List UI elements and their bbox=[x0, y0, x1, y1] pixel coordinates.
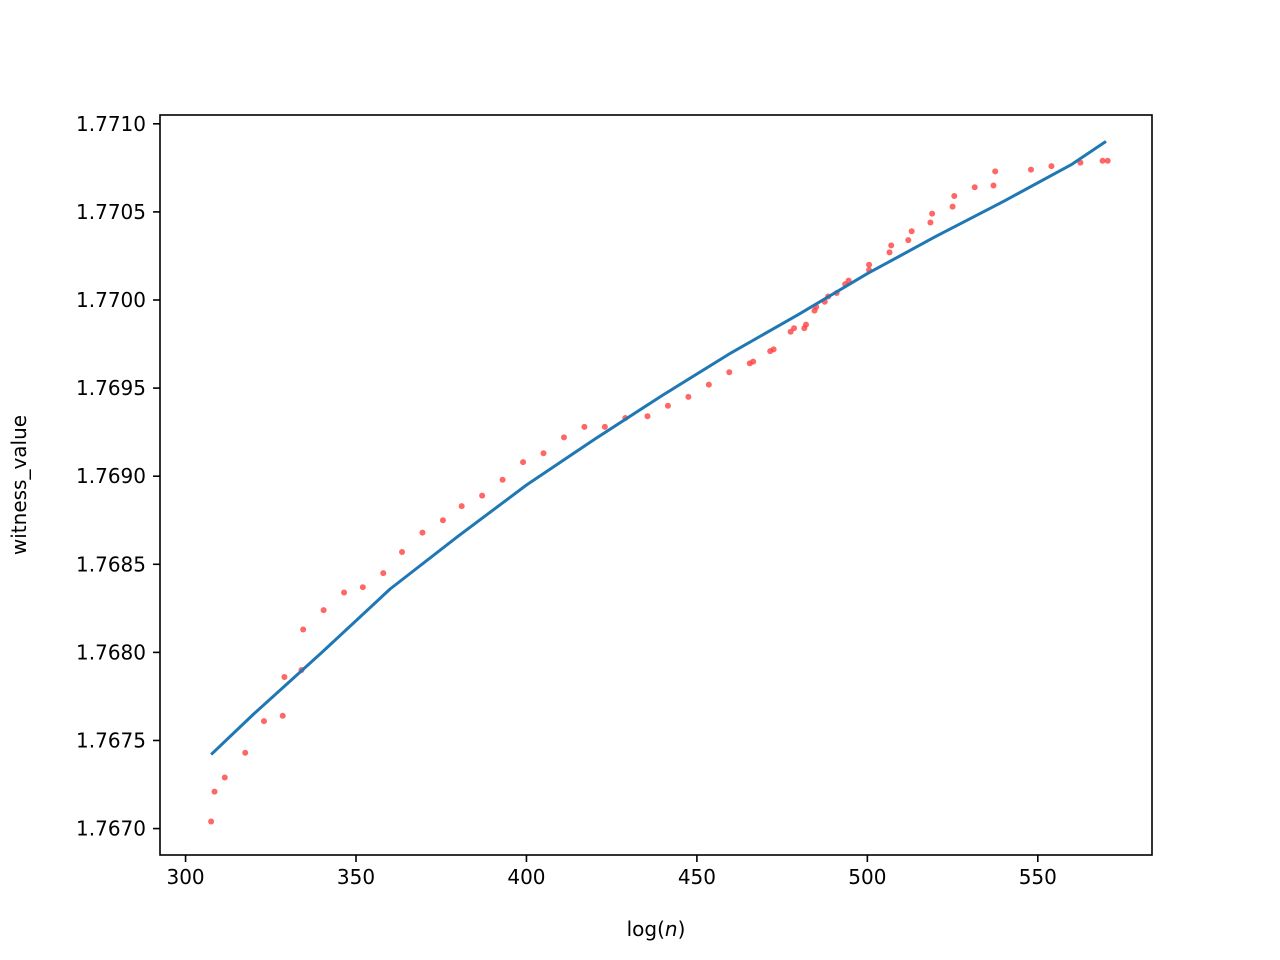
scatter-point bbox=[726, 369, 733, 376]
y-tick-label: 1.7680 bbox=[76, 640, 146, 664]
scatter-point bbox=[1099, 157, 1106, 164]
x-tick-label: 550 bbox=[1019, 865, 1057, 889]
plot-marks bbox=[208, 140, 1111, 825]
y-axis-label: witness_value bbox=[7, 415, 31, 555]
scatter-point bbox=[1048, 163, 1055, 170]
scatter-point bbox=[888, 242, 895, 249]
scatter-point bbox=[242, 749, 249, 756]
scatter-point bbox=[320, 607, 327, 614]
scatter-point bbox=[802, 321, 809, 328]
x-axis: 300 350 400 450 500 550 bbox=[166, 855, 1057, 889]
y-tick-label: 1.7705 bbox=[76, 200, 146, 224]
scatter-point bbox=[581, 423, 588, 430]
y-tick-label: 1.7675 bbox=[76, 728, 146, 752]
scatter-point bbox=[992, 168, 999, 175]
scatter-point bbox=[971, 184, 978, 191]
y-axis: 1.7670 1.7675 1.7680 1.7685 1.7690 1.7695 1.77… bbox=[76, 112, 160, 841]
scatter-point bbox=[540, 450, 547, 457]
scatter-point bbox=[279, 712, 286, 719]
scatter-point bbox=[664, 402, 671, 409]
scatter-point bbox=[380, 570, 387, 577]
scatter-point bbox=[419, 529, 426, 536]
plot-frame bbox=[159, 114, 1153, 856]
fit-line bbox=[210, 140, 1107, 756]
scatter-point bbox=[300, 626, 307, 633]
y-tick-label: 1.7670 bbox=[76, 817, 146, 841]
scatter-point bbox=[908, 228, 915, 235]
scatter-point bbox=[791, 325, 798, 332]
y-tick-label: 1.7690 bbox=[76, 464, 146, 488]
scatter-point bbox=[951, 193, 958, 200]
scatter-point bbox=[905, 237, 912, 244]
scatter-point bbox=[750, 358, 757, 365]
scatter-point bbox=[927, 219, 934, 226]
x-tick-label: 350 bbox=[337, 865, 375, 889]
scatter-point bbox=[211, 788, 218, 795]
scatter-point bbox=[990, 182, 997, 189]
scatter-point bbox=[359, 584, 366, 591]
scatter-point bbox=[439, 517, 446, 524]
scatter-point bbox=[601, 423, 608, 430]
scatter-point bbox=[560, 434, 567, 441]
scatter-point bbox=[341, 589, 348, 596]
x-tick-label: 450 bbox=[678, 865, 716, 889]
scatter-point bbox=[685, 393, 692, 400]
scatter-point bbox=[221, 774, 228, 781]
scatter-point bbox=[499, 476, 506, 483]
scatter-point bbox=[260, 718, 267, 725]
scatter-point bbox=[458, 503, 465, 510]
scatter-point bbox=[520, 459, 527, 466]
y-tick-label: 1.7710 bbox=[76, 112, 146, 136]
scatter-point bbox=[886, 249, 893, 256]
scatter-point bbox=[479, 492, 486, 499]
scatter-point bbox=[770, 346, 777, 353]
x-axis-label: log(n) bbox=[627, 917, 686, 941]
x-tick-label: 300 bbox=[166, 865, 204, 889]
y-tick-label: 1.7685 bbox=[76, 552, 146, 576]
scatter-point bbox=[644, 413, 651, 420]
scatter-point bbox=[705, 381, 712, 388]
scatter-point bbox=[208, 818, 215, 825]
scatter-point bbox=[845, 277, 852, 284]
scatter-point bbox=[1104, 157, 1111, 164]
y-tick-label: 1.7700 bbox=[76, 288, 146, 312]
x-tick-label: 500 bbox=[848, 865, 886, 889]
scatter-point bbox=[399, 548, 406, 555]
scatter-point bbox=[1027, 166, 1034, 173]
scatter-point bbox=[281, 674, 288, 681]
x-tick-label: 400 bbox=[507, 865, 545, 889]
scatter-point bbox=[929, 210, 936, 217]
scatter-point bbox=[866, 261, 873, 268]
scatter-point bbox=[949, 203, 956, 210]
y-tick-label: 1.7695 bbox=[76, 376, 146, 400]
